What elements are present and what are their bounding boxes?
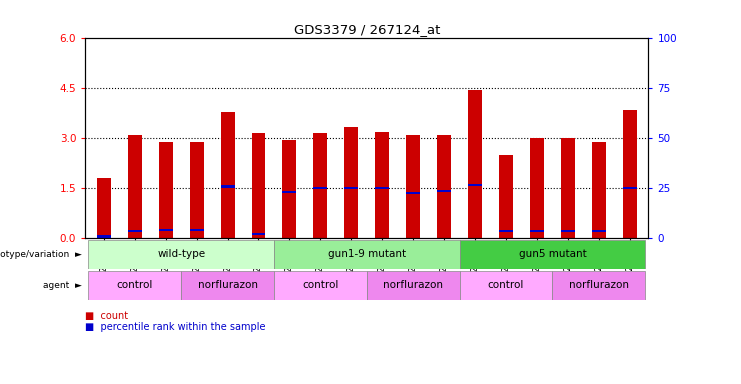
Title: GDS3379 / 267124_at: GDS3379 / 267124_at <box>293 23 440 36</box>
Bar <box>499 155 513 238</box>
Bar <box>251 133 265 238</box>
Text: gun5 mutant: gun5 mutant <box>519 249 586 260</box>
Bar <box>437 135 451 238</box>
Bar <box>274 271 367 300</box>
Bar <box>313 133 328 238</box>
Bar <box>190 229 204 231</box>
Text: norflurazon: norflurazon <box>383 280 443 290</box>
Text: control: control <box>488 280 524 290</box>
Bar <box>459 240 645 269</box>
Bar <box>282 191 296 193</box>
Text: norflurazon: norflurazon <box>569 280 629 290</box>
Bar <box>623 110 637 238</box>
Bar <box>127 230 142 232</box>
Bar <box>251 233 265 235</box>
Bar <box>530 138 544 238</box>
Bar <box>406 192 420 194</box>
Bar <box>88 240 274 269</box>
Text: ■  count: ■ count <box>85 311 128 321</box>
Text: control: control <box>302 280 339 290</box>
Bar <box>459 271 553 300</box>
Bar <box>190 142 204 238</box>
Bar <box>406 135 420 238</box>
Bar <box>88 271 181 300</box>
Bar <box>221 112 234 238</box>
Bar <box>159 142 173 238</box>
Bar <box>274 240 459 269</box>
Bar <box>345 187 359 189</box>
Bar <box>375 132 389 238</box>
Bar <box>97 178 110 238</box>
Text: norflurazon: norflurazon <box>198 280 258 290</box>
Bar <box>375 187 389 189</box>
Bar <box>561 138 575 238</box>
Bar <box>221 185 234 188</box>
Bar <box>367 271 459 300</box>
Text: ■  percentile rank within the sample: ■ percentile rank within the sample <box>85 322 266 332</box>
Bar <box>437 190 451 192</box>
Text: wild-type: wild-type <box>157 249 205 260</box>
Text: agent  ►: agent ► <box>43 281 82 290</box>
Text: control: control <box>116 280 153 290</box>
Bar <box>181 271 274 300</box>
Bar <box>530 230 544 232</box>
Text: gun1-9 mutant: gun1-9 mutant <box>328 249 406 260</box>
Bar <box>553 271 645 300</box>
Bar <box>468 184 482 186</box>
Text: genotype/variation  ►: genotype/variation ► <box>0 250 82 259</box>
Bar <box>159 229 173 231</box>
Bar <box>282 140 296 238</box>
Bar <box>592 142 606 238</box>
Bar <box>592 230 606 232</box>
Bar <box>468 90 482 238</box>
Bar <box>313 187 328 189</box>
Bar <box>499 230 513 232</box>
Bar <box>345 127 359 238</box>
Bar <box>561 230 575 232</box>
Bar <box>127 135 142 238</box>
Bar <box>623 187 637 189</box>
Bar <box>97 235 110 238</box>
